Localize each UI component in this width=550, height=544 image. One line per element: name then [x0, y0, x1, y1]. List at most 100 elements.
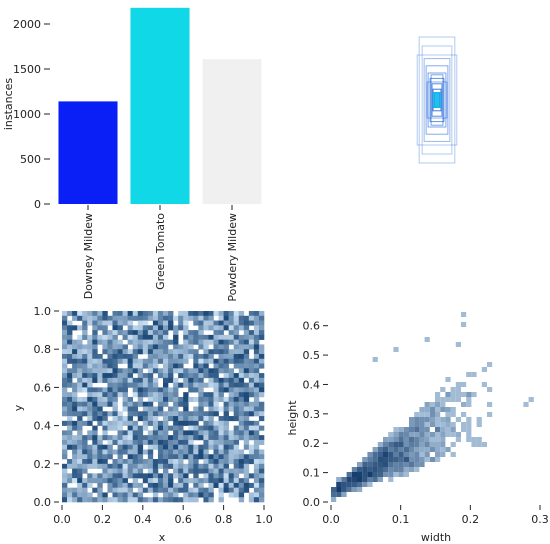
xy-cell [183, 315, 189, 321]
xy-cell [132, 392, 139, 398]
xy-cell [168, 377, 174, 383]
xy-cell [188, 334, 194, 340]
xy-cell [102, 396, 108, 403]
xy-cell [97, 459, 103, 465]
xy-cell [258, 353, 265, 360]
xy-cell [142, 406, 149, 412]
xy-cell [198, 358, 204, 364]
xy-cell [188, 416, 194, 422]
xy-cell [238, 401, 245, 407]
xy-cell [82, 353, 88, 360]
xy-cell [213, 377, 219, 383]
xy-cell [127, 492, 133, 498]
xy-cell [238, 344, 245, 350]
wh-cell [435, 442, 441, 447]
xy-cell [82, 454, 88, 460]
xy-cell [132, 439, 139, 445]
wh-cell [429, 412, 435, 417]
xy-cell [208, 353, 214, 360]
wh-cell [398, 442, 404, 447]
xy-cell [178, 439, 184, 445]
wh-cell [367, 452, 373, 457]
xy-cell [152, 396, 159, 403]
xy-cell [193, 363, 199, 369]
xy-cell [178, 420, 184, 426]
xy-cell [233, 373, 240, 379]
xy-cell [253, 406, 260, 412]
xy-cell [233, 411, 240, 417]
xy-cell [107, 358, 113, 364]
xy-cell [102, 330, 108, 336]
xy-cell [112, 349, 118, 355]
xy-cell [92, 439, 98, 445]
xy-cell [188, 463, 194, 469]
wh-cell [414, 457, 420, 462]
xy-cell [77, 396, 83, 403]
xy-cell [67, 439, 73, 445]
xy-cell [238, 497, 245, 503]
xy-cell [173, 377, 179, 383]
xy-cell [228, 401, 234, 407]
wh-cell [383, 462, 389, 467]
xy-cell [122, 444, 128, 450]
xy-xtick-label: 0.2 [94, 513, 112, 526]
xy-cell [117, 430, 123, 436]
xy-cell [203, 368, 209, 374]
wh-cell [435, 402, 441, 407]
wh-cell [367, 457, 373, 462]
xy-cell [157, 487, 164, 493]
xy-cell [248, 449, 255, 455]
xy-cell [188, 382, 194, 388]
xy-cell [127, 435, 133, 441]
xy-cell [147, 487, 154, 493]
xy-cell [142, 363, 149, 369]
xy-cell [147, 444, 154, 450]
xy-cell [208, 487, 214, 493]
bar-ytick-label: 500 [20, 153, 41, 166]
xy-cell [77, 430, 83, 436]
xy-cell [92, 358, 98, 364]
xy-cell [203, 473, 209, 479]
xy-cell [218, 463, 224, 469]
xy-cell [97, 325, 103, 331]
wh-cell [414, 462, 420, 467]
xy-heatmap-cells [62, 311, 265, 503]
xy-cell [117, 454, 123, 460]
xy-cell [157, 373, 164, 379]
xy-cell [228, 454, 234, 460]
xy-cell [62, 325, 68, 331]
wh-cell [377, 462, 383, 467]
wh-cell [367, 477, 373, 482]
xy-cell [198, 430, 204, 436]
xy-cell [178, 373, 184, 379]
xy-cell [163, 396, 169, 403]
xy-cell [233, 463, 240, 469]
xy-cell [213, 382, 219, 388]
wh-cell [383, 447, 389, 452]
wh-cell [409, 447, 415, 452]
xy-cell [157, 478, 164, 484]
xy-cell [183, 373, 189, 379]
xy-cell [87, 416, 93, 422]
xy-cell [203, 373, 209, 379]
xy-cell [238, 320, 245, 326]
wh-cell [398, 432, 404, 437]
xy-cell [248, 392, 255, 398]
xy-cell [102, 425, 108, 431]
wh-cell [403, 462, 409, 467]
wh-cell [440, 397, 446, 402]
xy-cell [127, 363, 133, 369]
xy-cell [62, 339, 68, 345]
xy-cell [82, 330, 88, 336]
xy-cell [102, 349, 108, 355]
xy-cell [127, 353, 133, 360]
xy-cell [142, 339, 149, 345]
xy-cell [107, 344, 113, 350]
wh-cell [487, 402, 493, 407]
xy-cell [77, 339, 83, 345]
xy-cell [72, 478, 78, 484]
xy-cell [117, 487, 123, 493]
xy-cell [238, 334, 245, 340]
xy-cell [218, 363, 224, 369]
xy-cell [198, 406, 204, 412]
